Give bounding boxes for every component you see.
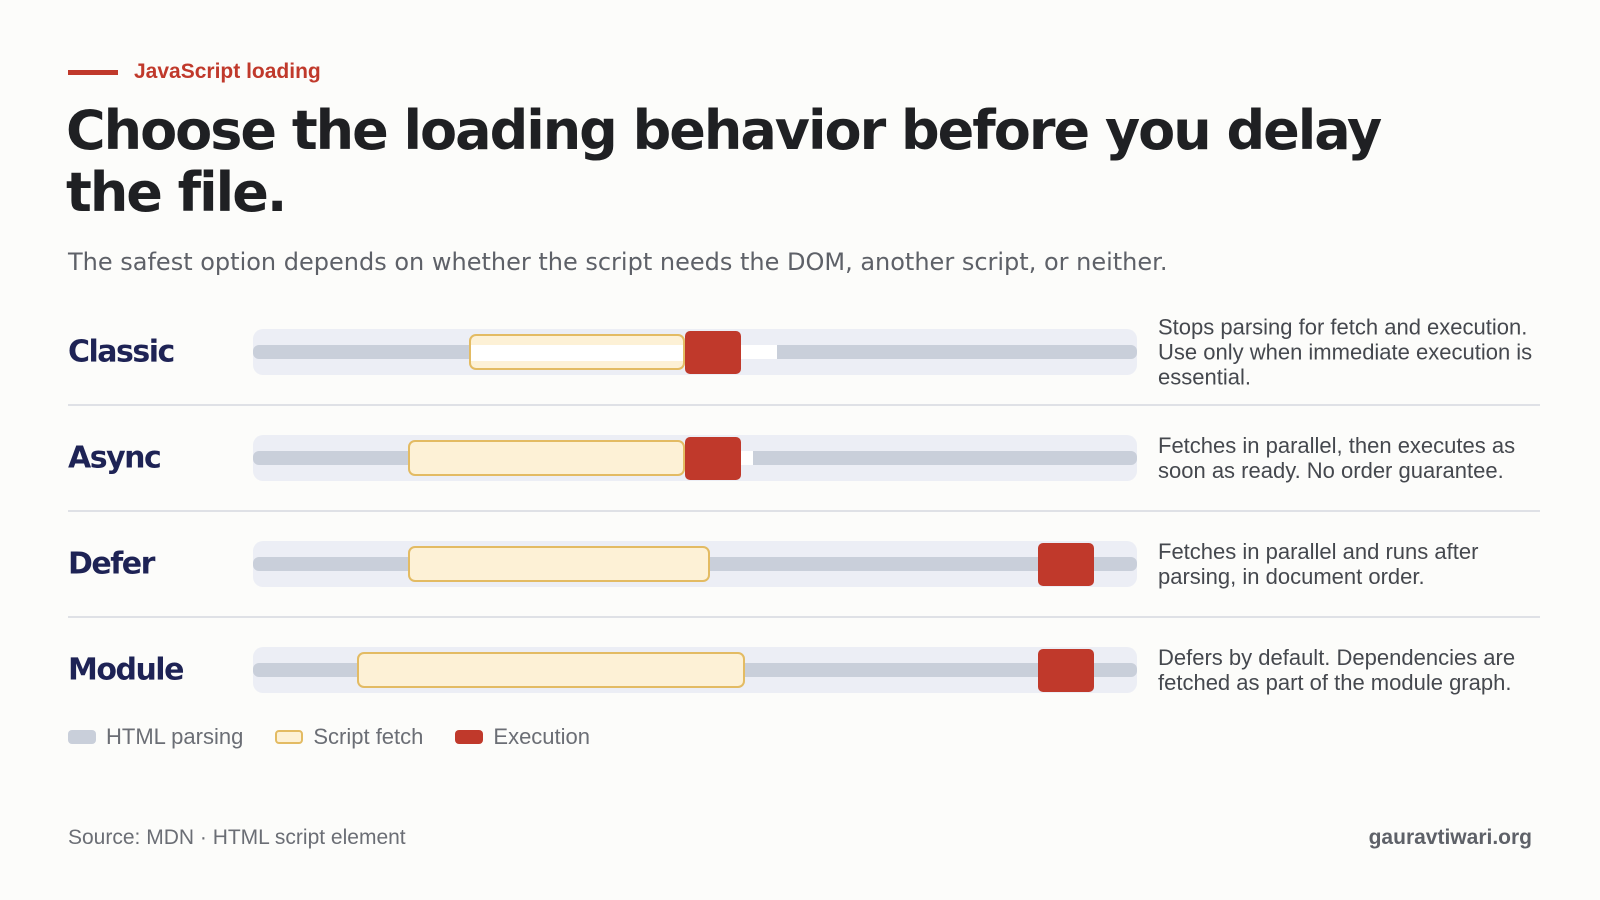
eyebrow-accent-bar <box>68 69 118 75</box>
row-description: Defers by default. Dependencies are fetc… <box>1158 645 1516 695</box>
row-module: Module Defers by default. Dependencies a… <box>68 616 1540 722</box>
execution-block <box>1038 649 1094 692</box>
eyebrow-label: JavaScript loading <box>134 60 321 83</box>
fetch-bar <box>408 440 685 476</box>
timeline-track <box>253 329 1137 375</box>
row-description: Fetches in parallel and runs after parsi… <box>1158 539 1479 589</box>
fetch-bar <box>469 334 685 370</box>
row-label: Classic <box>68 334 175 370</box>
source-note: Source: MDN · HTML script element <box>68 826 406 849</box>
execution-block <box>685 437 741 480</box>
execution-block <box>685 331 741 374</box>
site-credit: gauravtiwari.org <box>1368 826 1532 849</box>
fetch-swatch <box>275 730 304 744</box>
page-subtitle: The safest option depends on whether the… <box>68 248 1168 276</box>
timeline-track <box>253 647 1137 693</box>
parsing-pause <box>741 451 753 465</box>
legend-item-fetch: Script fetch <box>275 724 423 750</box>
row-description: Fetches in parallel, then executes as so… <box>1158 433 1516 483</box>
row-description: Stops parsing for fetch and execution. U… <box>1158 314 1533 390</box>
legend-label: Script fetch <box>313 724 424 749</box>
timeline-track <box>253 435 1137 481</box>
row-defer: Defer Fetches in parallel and runs after… <box>68 510 1540 616</box>
timeline-track <box>253 541 1137 587</box>
eyebrow: JavaScript loading <box>68 60 321 84</box>
fetch-bar <box>357 652 745 688</box>
legend-item-execution: Execution <box>455 724 590 750</box>
execution-block <box>1038 543 1094 586</box>
page-title: Choose the loading behavior before you d… <box>66 99 1382 224</box>
legend-item-parsing: HTML parsing <box>68 724 243 750</box>
fetch-bar <box>408 546 710 582</box>
legend-label: Execution <box>493 724 591 749</box>
execution-swatch <box>455 730 484 744</box>
parsing-swatch <box>68 730 96 744</box>
row-label: Defer <box>68 546 155 582</box>
row-label: Async <box>68 440 162 476</box>
legend-label: HTML parsing <box>106 724 244 749</box>
row-label: Module <box>68 652 184 688</box>
row-async: Async Fetches in parallel, then executes… <box>68 404 1540 510</box>
timeline-rows: Classic Stops parsing for fetch and exec… <box>68 300 1540 722</box>
row-classic: Classic Stops parsing for fetch and exec… <box>68 300 1540 404</box>
legend: HTML parsing Script fetch Execution <box>68 724 622 750</box>
